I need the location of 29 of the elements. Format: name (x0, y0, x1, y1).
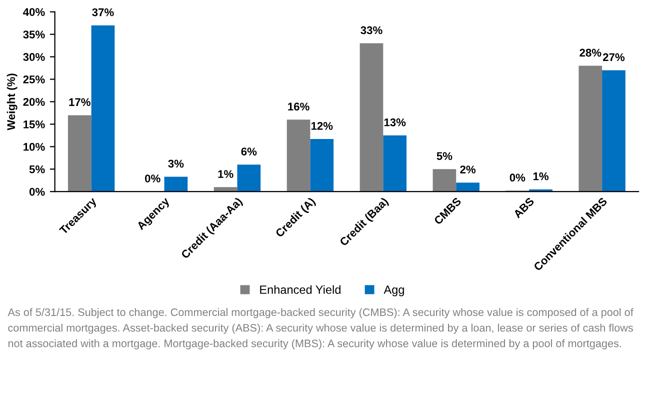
data-label: 3% (168, 160, 184, 168)
y-tick-label: 5% (29, 165, 45, 174)
y-axis-title: Weight (%) (6, 74, 18, 130)
y-tick-label: 40% (23, 8, 45, 16)
data-label: 1% (533, 172, 549, 180)
data-label: 2% (460, 166, 476, 174)
data-label: 16% (288, 102, 310, 111)
data-label: 1% (218, 170, 234, 178)
y-tick-label: 15% (24, 120, 45, 128)
data-label: 17% (69, 98, 90, 106)
y-tick-label: 20% (23, 98, 45, 106)
data-label: 33% (360, 26, 382, 34)
data-label: 12% (311, 122, 333, 130)
y-tick-label: 10% (24, 142, 45, 151)
data-label: 27% (603, 53, 625, 62)
y-tick-label: 35% (23, 30, 45, 38)
y-tick-label: 30% (23, 53, 45, 61)
y-tick-label: 0% (29, 188, 45, 196)
data-label: 13% (384, 118, 406, 126)
legend-label: Enhanced Yield (260, 285, 340, 294)
data-label: 28% (580, 48, 602, 57)
data-label: 0% (510, 174, 526, 182)
data-label: 37% (92, 8, 114, 16)
data-label: 0% (145, 174, 160, 182)
legend-label: Agg (384, 286, 404, 296)
data-label: 5% (436, 152, 452, 160)
text: As of 5/31/15. Subject to change. Commercial mortgage-backed security (CMBS): A security whose value is composed of a pool of commercial mortgages. Asset-backed security (ABS): A security whose value is determined by a loan, lease or series of cash flows not associated with a mortgage. Mortgage-backed security (MBS): A security whose value is determined by a pool of mortgages. (8, 308, 634, 350)
y-tick-label: 25% (23, 76, 45, 84)
data-label: 6% (241, 148, 257, 156)
